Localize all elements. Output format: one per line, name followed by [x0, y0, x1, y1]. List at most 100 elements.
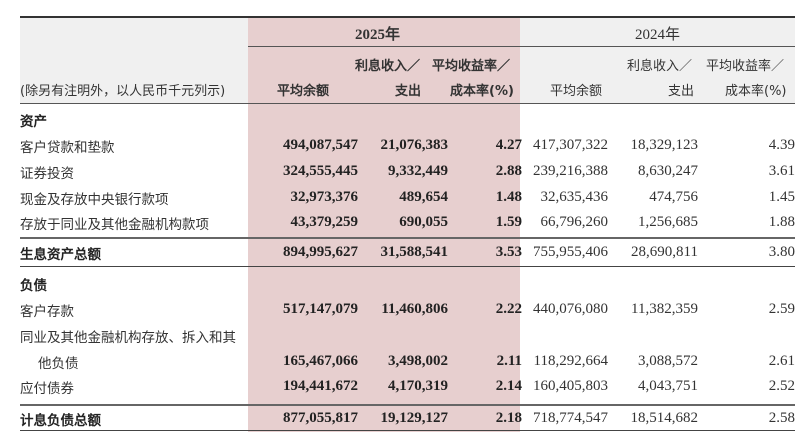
avg-balance-2025: 494,087,547: [283, 137, 358, 153]
year-rule: [248, 46, 795, 47]
row-label: 存放于同业及其他金融机构款项: [20, 216, 209, 233]
interest-2024: 3,088,572: [638, 353, 698, 369]
total-row-interest-earning-assets: 生息资产总额 894,995,627 31,588,541 3.53 755,9…: [20, 240, 795, 265]
avg-balance-2024: 66,796,260: [540, 214, 609, 230]
interest-2025: 489,654: [399, 189, 448, 205]
interest-2025: 3,498,002: [388, 353, 448, 369]
avg-balance-2024: 417,307,322: [533, 137, 608, 153]
avg-balance-2025: 517,147,079: [283, 301, 358, 317]
avg-balance-2025: 32,973,376: [290, 189, 359, 205]
interest-2025: 31,588,541: [380, 244, 449, 260]
avg-balance-2025: 324,555,445: [283, 163, 358, 179]
avg-balance-2025: 194,441,672: [283, 378, 358, 394]
col-avg-balance-2024: 平均余额: [550, 84, 603, 99]
avg-balance-2024: 440,076,080: [533, 301, 608, 317]
interest-2025: 9,332,449: [388, 163, 448, 179]
rate-2025: 2.18: [495, 410, 522, 426]
rate-2024: 3.61: [768, 163, 795, 179]
interest-2025: 19,129,127: [380, 410, 449, 426]
table-row: 现金及存放中央银行款项 32,973,376 489,654 1.48 32,6…: [20, 185, 795, 210]
col-rate-2024-line2: 成本率(%): [725, 84, 787, 99]
rate-2025: 2.11: [496, 353, 522, 369]
avg-balance-2025: 894,995,627: [283, 244, 358, 260]
col-rate-2025-line2: 成本率(%): [450, 84, 514, 99]
interest-2025: 4,170,319: [388, 378, 448, 394]
section-title: 资产: [20, 113, 47, 130]
interest-2024: 28,690,811: [631, 244, 698, 260]
header-background-left: [20, 17, 248, 103]
header-bottom-rule: [20, 103, 795, 104]
rate-2024: 4.39: [768, 137, 795, 153]
col-interest-2025-line2: 支出: [395, 84, 422, 99]
section-title: 负债: [20, 277, 47, 294]
asset-total-bottom-rule: [20, 266, 795, 267]
rate-2025: 4.27: [495, 137, 522, 153]
col-rate-2025-line1: 平均收益率／: [432, 59, 511, 74]
interest-2024: 474,756: [649, 189, 698, 205]
interest-2024: 1,256,685: [638, 214, 698, 230]
top-rule: [20, 16, 795, 18]
row-label: 生息资产总额: [20, 246, 101, 263]
row-label: 客户存款: [20, 303, 74, 320]
unit-note: (除另有注明外，以人民币千元列示): [20, 84, 226, 99]
rate-2025: 1.59: [495, 214, 522, 230]
rate-2025: 1.48: [495, 189, 522, 205]
total-row-interest-bearing-liabilities: 计息负债总额 877,055,817 19,129,127 2.18 718,7…: [20, 406, 795, 431]
col-interest-2024-line1: 利息收入／: [627, 59, 693, 74]
col-interest-2025-line1: 利息收入／: [355, 59, 421, 74]
table-row-label-continuation: 同业及其他金融机构存放、拆入和其: [20, 323, 795, 348]
avg-balance-2025: 877,055,817: [283, 410, 358, 426]
rate-2025: 3.53: [495, 244, 522, 260]
row-label-line1: 同业及其他金融机构存放、拆入和其: [20, 329, 236, 346]
rate-2024: 2.58: [768, 410, 795, 426]
interest-2024: 8,630,247: [638, 163, 698, 179]
table-row: 应付债券 194,441,672 4,170,319 2.14 160,405,…: [20, 374, 795, 399]
avg-balance-2024: 118,292,664: [533, 353, 608, 369]
interest-2024: 18,329,123: [630, 137, 699, 153]
avg-balance-2024: 32,635,436: [540, 189, 609, 205]
row-label: 证券投资: [20, 165, 74, 182]
liability-total-bottom-rule: [20, 430, 795, 431]
section-heading-assets: 资产: [20, 107, 795, 132]
interest-2025: 11,460,806: [381, 301, 448, 317]
row-label: 客户贷款和垫款: [20, 139, 115, 156]
rate-2024: 1.88: [768, 214, 795, 230]
row-label-line2: 他负债: [38, 355, 79, 372]
interest-2025: 690,055: [399, 214, 448, 230]
avg-balance-2025: 43,379,259: [290, 214, 359, 230]
avg-balance-2024: 239,216,388: [533, 163, 608, 179]
rate-2024: 2.61: [768, 353, 795, 369]
row-label: 应付债券: [20, 380, 74, 397]
year-2024-heading: 2024年: [635, 27, 681, 43]
table-row: 存放于同业及其他金融机构款项 43,379,259 690,055 1.59 6…: [20, 210, 795, 235]
liability-total-top-rule: [20, 404, 795, 406]
current-year-highlight: [248, 17, 520, 432]
interest-2024: 4,043,751: [638, 378, 698, 394]
rate-2024: 2.59: [768, 301, 795, 317]
table-row: 客户存款 517,147,079 11,460,806 2.22 440,076…: [20, 297, 795, 322]
row-label: 计息负债总额: [20, 412, 101, 429]
interest-2024: 18,514,682: [630, 410, 699, 426]
rate-2025: 2.88: [495, 163, 522, 179]
col-rate-2024-line1: 平均收益率／: [706, 59, 785, 74]
avg-balance-2024: 718,774,547: [533, 410, 608, 426]
table-row: 他负债 165,467,066 3,498,002 2.11 118,292,6…: [20, 349, 795, 374]
section-heading-liabilities: 负债: [20, 271, 795, 296]
year-2025-heading: 2025年: [355, 27, 401, 43]
col-avg-balance-2025: 平均余额: [277, 84, 330, 99]
interest-2024: 11,382,359: [631, 301, 698, 317]
table-row: 证券投资 324,555,445 9,332,449 2.88 239,216,…: [20, 159, 795, 184]
header-background-right: [520, 17, 795, 103]
rate-2024: 3.80: [768, 244, 795, 260]
rate-2025: 2.14: [495, 378, 522, 394]
avg-balance-2024: 755,955,406: [533, 244, 608, 260]
rate-2024: 1.45: [768, 189, 795, 205]
interest-2025: 21,076,383: [380, 137, 449, 153]
table-row: 客户贷款和垫款 494,087,547 21,076,383 4.27 417,…: [20, 133, 795, 158]
avg-balance-2024: 160,405,803: [533, 378, 608, 394]
row-label: 现金及存放中央银行款项: [20, 191, 169, 208]
asset-total-top-rule: [20, 237, 795, 239]
col-interest-2024-line2: 支出: [668, 84, 695, 99]
rate-2025: 2.22: [495, 301, 522, 317]
avg-balance-2025: 165,467,066: [283, 353, 358, 369]
